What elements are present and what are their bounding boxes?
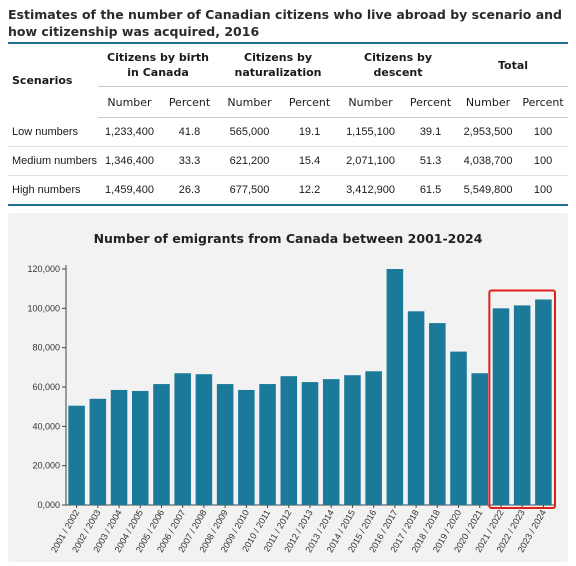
subheader: Number	[218, 86, 282, 118]
table-cell: 2,953,500	[458, 117, 519, 147]
table-cell: 100	[518, 146, 569, 176]
bar	[344, 375, 361, 505]
bar	[513, 305, 531, 505]
bar	[492, 308, 510, 505]
chart-panel: Number of emigrants from Canada between …	[8, 213, 568, 562]
table-cell: 1,155,100	[338, 117, 404, 147]
table-cell: 565,000	[218, 117, 282, 147]
bar	[535, 299, 552, 505]
bar	[280, 376, 298, 505]
bar	[322, 379, 340, 505]
table-row: High numbers 1,459,400 26.3 677,500 12.2…	[8, 175, 569, 206]
y-tick-label: 40,000	[32, 421, 60, 431]
group-header: Citizens by birth in Canada	[107, 51, 209, 79]
bar	[195, 374, 213, 505]
table-row: Medium numbers 1,346,400 33.3 621,200 15…	[8, 146, 569, 176]
bar	[153, 384, 170, 505]
table-cell: 100	[518, 175, 569, 206]
table-cell: 12.2	[281, 175, 339, 206]
table-cell: 51.3	[403, 146, 459, 176]
emigrants-bar-chart: Number of emigrants from Canada between …	[27, 231, 557, 554]
bar	[386, 269, 404, 505]
bar	[407, 311, 425, 505]
y-tick-label: 60,000	[32, 382, 60, 392]
table-cell: 1,459,400	[98, 175, 161, 206]
scenarios-header: Scenarios	[12, 74, 73, 88]
bar	[471, 373, 489, 505]
table-cell: 2,071,100	[338, 146, 404, 176]
subheader: Number	[98, 86, 161, 118]
y-tick-label: 80,000	[32, 343, 60, 353]
estimates-table: Scenarios Citizens by birth in Canada Ci…	[8, 44, 569, 206]
group-header: Citizens by descent	[364, 51, 433, 79]
table-cell: 621,200	[218, 146, 282, 176]
bar	[216, 384, 234, 505]
y-tick-label: 120,000	[27, 264, 60, 274]
y-tick-label: 100,000	[27, 303, 60, 313]
table-cell: 41.8	[161, 117, 219, 147]
bar	[301, 382, 319, 505]
title-divider	[8, 42, 568, 44]
highlight-box	[488, 289, 557, 509]
table-cell: 100	[518, 117, 569, 147]
subheader: Percent	[403, 86, 459, 118]
table-cell: 39.1	[403, 117, 459, 147]
table-cell: 4,038,700	[458, 146, 519, 176]
table-cell: 677,500	[218, 175, 282, 206]
subheader: Number	[458, 86, 519, 118]
row-label: High numbers	[8, 175, 98, 206]
table-cell: 5,549,800	[458, 175, 519, 206]
table-cell: 1,233,400	[98, 117, 161, 147]
subheader: Percent	[518, 86, 569, 118]
bar	[238, 389, 255, 505]
y-tick-label: 0,000	[37, 500, 60, 510]
subheader: Percent	[281, 86, 339, 118]
bar	[131, 390, 149, 505]
bar	[365, 371, 382, 505]
y-tick-label: 20,000	[32, 461, 60, 471]
row-label: Low numbers	[8, 117, 98, 147]
table-cell: 26.3	[161, 175, 219, 206]
table-cell: 61.5	[403, 175, 459, 206]
bar	[259, 384, 276, 505]
bar	[89, 398, 107, 505]
bar	[68, 405, 85, 505]
table-cell: 1,346,400	[98, 146, 161, 176]
table-row: Low numbers 1,233,400 41.8 565,000 19.1 …	[8, 117, 569, 147]
group-header: Total	[498, 58, 529, 72]
table-title: Estimates of the number of Canadian citi…	[8, 7, 563, 39]
table-cell: 3,412,900	[338, 175, 404, 206]
row-label: Medium numbers	[8, 146, 98, 176]
table-cell: 15.4	[281, 146, 339, 176]
bar	[110, 389, 128, 505]
group-header: Citizens by naturalization	[234, 51, 322, 79]
table-cell: 33.3	[161, 146, 219, 176]
subheader: Number	[338, 86, 404, 118]
chart-title: Number of emigrants from Canada between …	[94, 231, 483, 246]
bar	[429, 323, 446, 505]
bar	[450, 351, 467, 505]
bar	[174, 373, 191, 505]
table-cell: 19.1	[281, 117, 339, 147]
subheader: Percent	[161, 86, 219, 118]
